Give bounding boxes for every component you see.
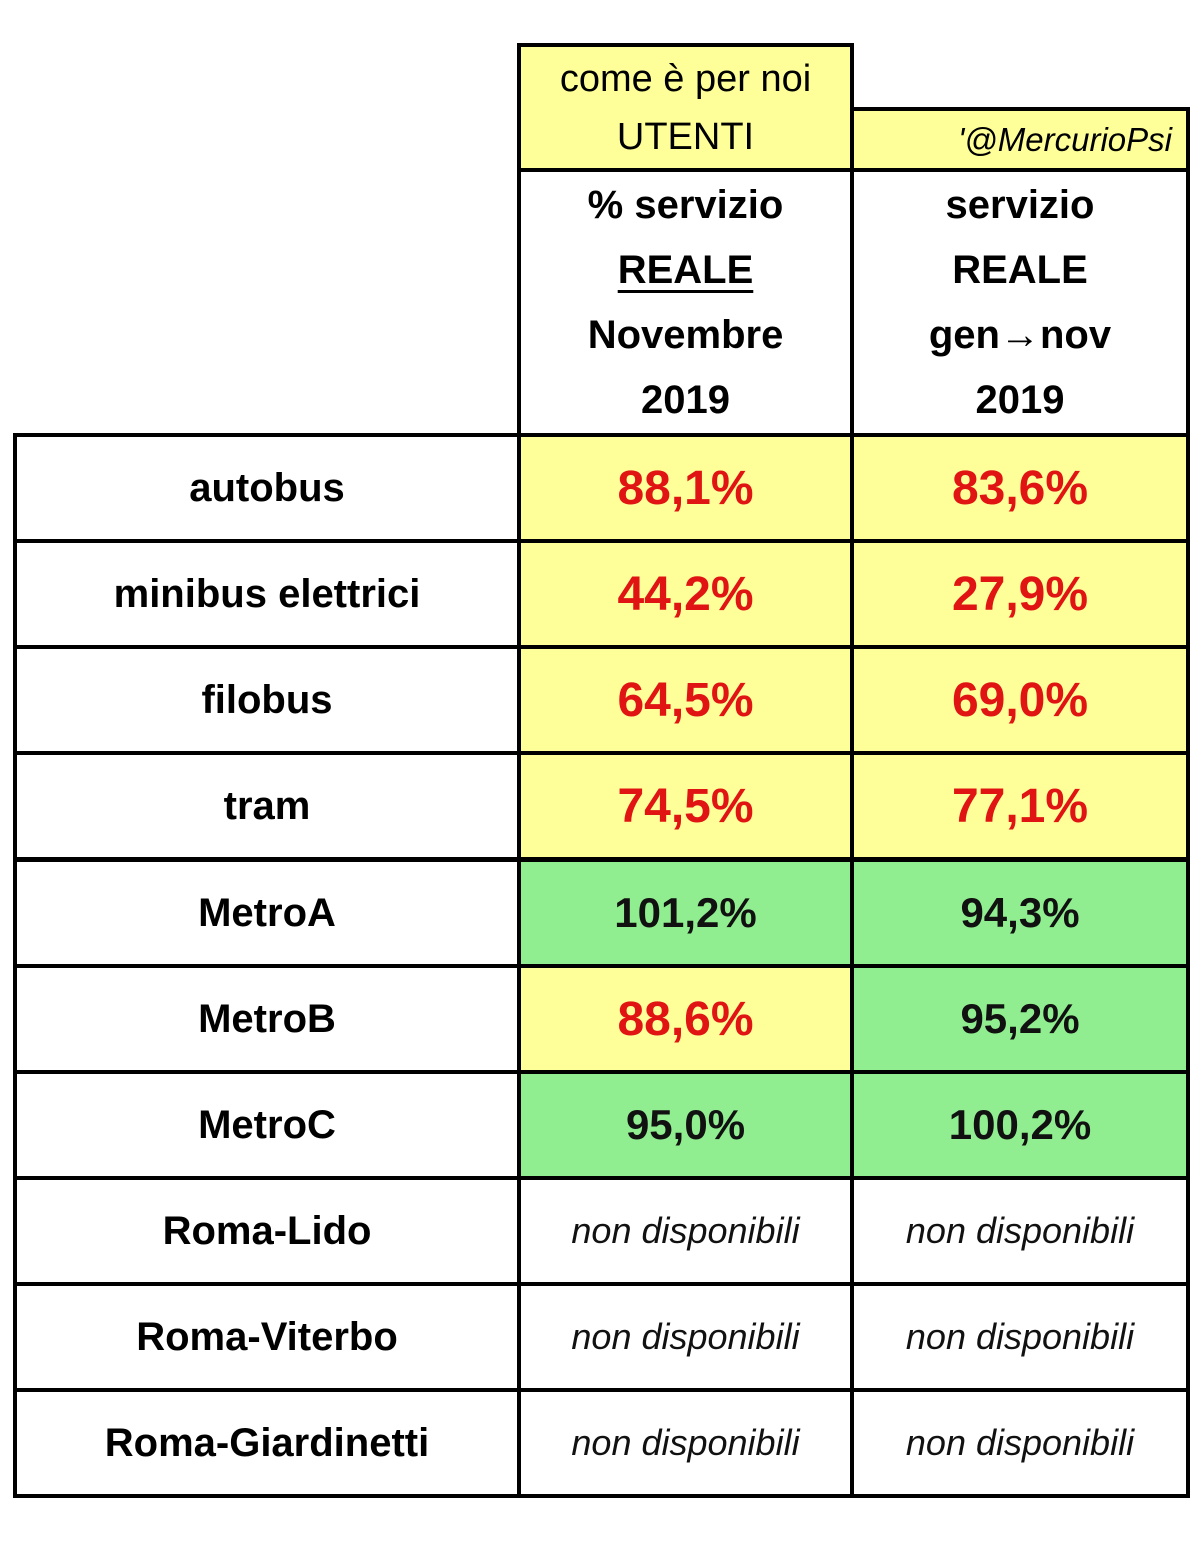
value-nov-roma-giardinetti: non disponibili: [517, 1388, 854, 1498]
header-nov-line1: % servizio: [587, 182, 784, 227]
corner-note-line2: UTENTI: [616, 115, 755, 158]
value-ytd-roma-giardinetti: non disponibili: [850, 1388, 1190, 1498]
value-nov-autobus: 88,1%: [517, 433, 854, 543]
column-header-gen-nov: servizio REALE gen→nov 2019: [850, 168, 1190, 437]
row-label-metro-b: MetroB: [13, 964, 521, 1074]
header-ytd-line2: REALE: [952, 247, 1088, 292]
value-ytd-autobus: 83,6%: [850, 433, 1190, 543]
row-label-roma-giardinetti: Roma-Giardinetti: [13, 1388, 521, 1498]
value-ytd-roma-viterbo: non disponibili: [850, 1282, 1190, 1392]
value-nov-roma-lido: non disponibili: [517, 1176, 854, 1286]
value-ytd-minibus-elettrici: 27,9%: [850, 539, 1190, 649]
row-label-roma-viterbo: Roma-Viterbo: [13, 1282, 521, 1392]
value-ytd-metro-b: 95,2%: [850, 964, 1190, 1074]
value-nov-metro-b: 88,6%: [517, 964, 854, 1074]
credit-handle-text: '@MercurioPsi: [957, 120, 1172, 158]
corner-note-line1: come è per noi: [559, 57, 812, 100]
header-nov-line4: 2019: [641, 377, 730, 422]
column-header-november: % servizio REALE Novembre 2019: [517, 168, 854, 437]
value-nov-minibus-elettrici: 44,2%: [517, 539, 854, 649]
header-nov-line3: Novembre: [587, 312, 784, 357]
header-ytd-line1: servizio: [945, 182, 1095, 227]
value-nov-metro-c: 95,0%: [517, 1070, 854, 1180]
value-ytd-roma-lido: non disponibili: [850, 1176, 1190, 1286]
credit-handle: '@MercurioPsi: [850, 107, 1190, 172]
value-ytd-metro-c: 100,2%: [850, 1070, 1190, 1180]
header-nov-line2: REALE: [617, 247, 754, 292]
value-nov-roma-viterbo: non disponibili: [517, 1282, 854, 1392]
header-ytd-line3: gen→nov: [928, 312, 1112, 357]
row-label-autobus: autobus: [13, 433, 521, 543]
value-nov-metro-a: 101,2%: [517, 858, 854, 968]
value-nov-filobus: 64,5%: [517, 645, 854, 755]
value-nov-tram: 74,5%: [517, 751, 854, 861]
value-ytd-metro-a: 94,3%: [850, 858, 1190, 968]
row-label-roma-lido: Roma-Lido: [13, 1176, 521, 1286]
row-label-filobus: filobus: [13, 645, 521, 755]
row-label-tram: tram: [13, 751, 521, 861]
corner-note: come è per noi UTENTI: [517, 43, 854, 172]
row-label-minibus-elettrici: minibus elettrici: [13, 539, 521, 649]
value-ytd-filobus: 69,0%: [850, 645, 1190, 755]
header-ytd-line4: 2019: [975, 377, 1065, 422]
value-ytd-tram: 77,1%: [850, 751, 1190, 861]
row-label-metro-a: MetroA: [13, 858, 521, 968]
row-label-metro-c: MetroC: [13, 1070, 521, 1180]
